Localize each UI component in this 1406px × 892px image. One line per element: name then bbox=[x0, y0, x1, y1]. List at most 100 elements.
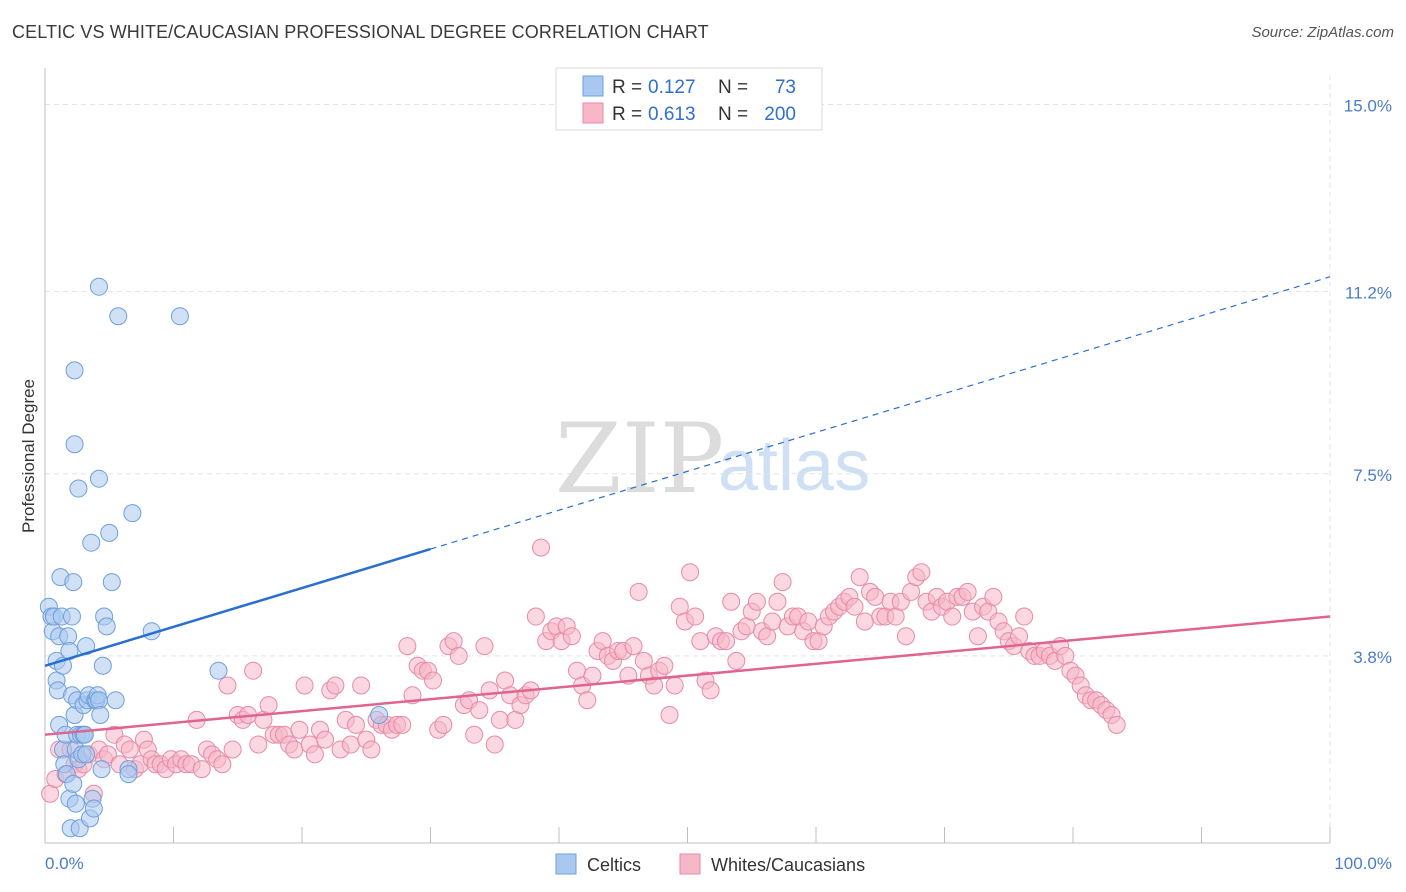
whites-point bbox=[866, 587, 885, 606]
whites-point bbox=[850, 568, 869, 587]
whites-point bbox=[475, 637, 494, 656]
celtics-point bbox=[82, 533, 101, 552]
bottom-legend-swatch-whites bbox=[679, 853, 701, 875]
whites-point bbox=[285, 740, 304, 759]
whites-point bbox=[717, 632, 736, 651]
y-tick-label: 15.0% bbox=[1344, 97, 1392, 116]
celtics-point bbox=[65, 361, 84, 380]
celtics-point bbox=[93, 656, 112, 675]
whites-point bbox=[393, 715, 412, 734]
legend-row-celtics: R = 0.127 N = 73 bbox=[582, 75, 796, 98]
whites-point bbox=[681, 563, 700, 582]
whites-point bbox=[943, 607, 962, 626]
whites-point bbox=[346, 715, 365, 734]
whites-point bbox=[722, 592, 741, 611]
x-tick-label-max: 100.0% bbox=[1334, 854, 1392, 873]
x-tick-label-min: 0.0% bbox=[45, 854, 84, 873]
whites-point bbox=[912, 563, 931, 582]
whites-point bbox=[470, 701, 489, 720]
whites-point bbox=[465, 725, 484, 744]
whites-point bbox=[747, 592, 766, 611]
legend-swatch-whites bbox=[582, 102, 604, 124]
celtics-trend-line bbox=[44, 547, 431, 667]
whites-point bbox=[686, 607, 705, 626]
whites-point bbox=[968, 627, 987, 646]
whites-point bbox=[624, 637, 643, 656]
source-label: Source: ZipAtlas.com bbox=[1251, 24, 1394, 41]
y-tick-label: 3.8% bbox=[1353, 648, 1392, 667]
trend-lines bbox=[44, 276, 1331, 736]
watermark: ZIP atlas bbox=[555, 403, 870, 515]
watermark-atlas: atlas bbox=[718, 426, 870, 506]
whites-point bbox=[1015, 607, 1034, 626]
whites-point bbox=[223, 740, 242, 759]
legend-swatch-celtics bbox=[582, 75, 604, 97]
celtics-point bbox=[100, 523, 119, 542]
whites-point bbox=[845, 597, 864, 616]
bottom-legend-swatch-celtics bbox=[555, 853, 577, 875]
whites-point bbox=[352, 676, 371, 695]
celtics-point bbox=[119, 765, 138, 784]
legend-n-value-whites: 200 bbox=[764, 104, 796, 125]
celtics-point bbox=[109, 307, 128, 326]
whites-point bbox=[896, 627, 915, 646]
axes bbox=[44, 68, 1331, 844]
celtics-point bbox=[84, 799, 103, 818]
whites-point bbox=[701, 681, 720, 700]
celtics-point bbox=[89, 469, 108, 488]
celtics-point bbox=[91, 706, 110, 724]
legend-r-label: R = bbox=[612, 77, 642, 98]
whites-point bbox=[434, 715, 453, 734]
celtics-point bbox=[370, 706, 389, 724]
celtics-point bbox=[69, 479, 88, 498]
whites-point bbox=[526, 607, 545, 626]
celtics-point bbox=[209, 661, 228, 680]
whites-trend-line bbox=[44, 615, 1331, 736]
bottom-legend-whites: Whites/Caucasians bbox=[711, 855, 865, 875]
celtics-point bbox=[97, 617, 116, 636]
whites-point bbox=[1107, 715, 1126, 734]
legend-r-value-whites: 0.613 bbox=[648, 104, 696, 125]
whites-point bbox=[768, 592, 787, 611]
celtics-trend-extension bbox=[430, 276, 1331, 550]
x-tick-labels: 0.0% 100.0% bbox=[45, 854, 1392, 873]
whites-point bbox=[326, 676, 345, 695]
whites-point bbox=[665, 676, 684, 695]
whites-point bbox=[362, 740, 381, 759]
whites-point bbox=[660, 706, 679, 724]
whites-point bbox=[424, 671, 443, 690]
whites-point bbox=[583, 666, 602, 685]
whites-point bbox=[290, 720, 309, 739]
celtics-point bbox=[66, 794, 85, 813]
whites-point bbox=[1010, 627, 1029, 646]
celtics-point bbox=[123, 504, 142, 523]
y-tick-labels: 3.8% 7.5% 11.2% 15.0% bbox=[1344, 97, 1392, 667]
celtics-point bbox=[170, 307, 189, 326]
celtics-point bbox=[65, 435, 84, 454]
whites-point bbox=[305, 745, 324, 764]
whites-point bbox=[655, 656, 674, 675]
legend-n-value-celtics: 73 bbox=[775, 77, 796, 98]
whites-point bbox=[480, 681, 499, 700]
whites-point bbox=[727, 651, 746, 670]
legend-n-label: N = bbox=[718, 77, 748, 98]
whites-point bbox=[192, 760, 211, 779]
celtics-point bbox=[92, 760, 111, 779]
whites-point bbox=[532, 538, 551, 557]
whites-point bbox=[485, 735, 504, 754]
whites-point bbox=[691, 632, 710, 651]
whites-point bbox=[218, 676, 237, 695]
legend-r-label: R = bbox=[612, 104, 642, 125]
celtics-point bbox=[102, 573, 121, 592]
celtics-point bbox=[62, 607, 81, 626]
whites-point bbox=[213, 755, 232, 774]
celtics-point bbox=[106, 691, 125, 710]
whites-point bbox=[259, 696, 278, 715]
whites-point bbox=[773, 573, 792, 592]
y-tick-label: 7.5% bbox=[1353, 466, 1392, 485]
celtics-point bbox=[89, 277, 108, 296]
whites-point bbox=[490, 710, 509, 729]
chart-title: CELTIC VS WHITE/CAUCASIAN PROFESSIONAL D… bbox=[12, 22, 709, 42]
whites-point bbox=[316, 730, 335, 749]
whites-point bbox=[449, 646, 468, 665]
